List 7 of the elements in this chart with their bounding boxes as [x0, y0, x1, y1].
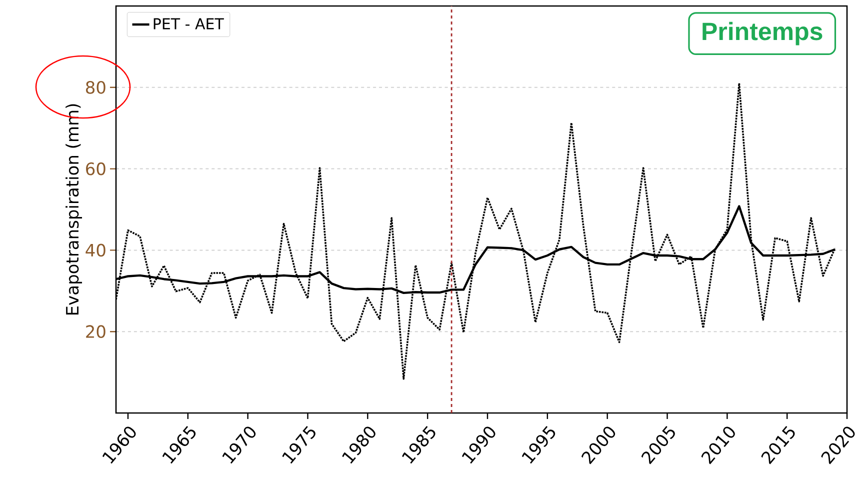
y-tick-label: 20 [86, 325, 106, 338]
y-tick-label: 40 [86, 244, 106, 257]
annotation: Printemps [702, 22, 822, 46]
y-axis-title: Evapotranspiration (mm) [66, 104, 82, 315]
y-tick-label: 60 [86, 162, 106, 176]
y-tick-label: 80 [86, 80, 106, 94]
legend-label: PET - AET [154, 18, 224, 30]
